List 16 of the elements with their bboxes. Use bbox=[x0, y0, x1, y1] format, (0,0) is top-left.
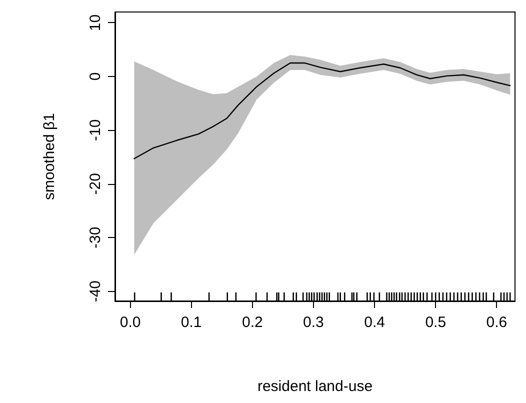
y-tick-label: -30 bbox=[87, 226, 104, 248]
y-tick-label: 0 bbox=[87, 72, 104, 81]
y-tick-label: -40 bbox=[87, 280, 104, 302]
x-tick-label: 0.3 bbox=[303, 314, 324, 331]
y-tick-label: -10 bbox=[87, 119, 104, 142]
x-axis-title: resident land-use bbox=[257, 378, 373, 395]
x-tick-label: 0.4 bbox=[364, 314, 385, 331]
line-series bbox=[134, 62, 511, 160]
x-tick-label: 0.5 bbox=[425, 314, 446, 331]
y-axis-title: smoothed β1 bbox=[41, 112, 58, 200]
x-tick-label: 0.6 bbox=[486, 314, 508, 331]
y-tick-label: 10 bbox=[87, 14, 104, 32]
x-tick-label: 0.0 bbox=[120, 314, 141, 331]
x-tick-label: 0.2 bbox=[242, 314, 263, 331]
y-tick-label: -20 bbox=[87, 173, 104, 195]
x-tick-label: 0.1 bbox=[180, 314, 202, 331]
